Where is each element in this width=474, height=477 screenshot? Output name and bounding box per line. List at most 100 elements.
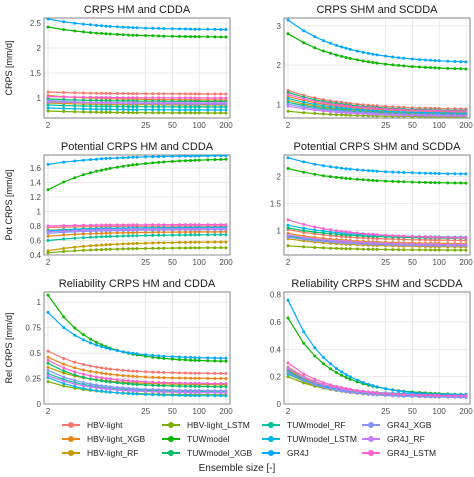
data-point (81, 91, 85, 95)
data-point (355, 378, 359, 382)
data-point (213, 35, 217, 39)
data-point (46, 95, 50, 98)
data-point (126, 247, 130, 251)
data-point (344, 104, 348, 108)
data-point (46, 230, 50, 234)
data-point (321, 174, 325, 178)
data-point (224, 233, 228, 237)
data-point (135, 223, 139, 227)
series-line (287, 91, 466, 112)
data-point (286, 104, 290, 108)
data-point (366, 112, 370, 116)
y-tick-label: 2 (277, 61, 282, 70)
data-point (313, 162, 317, 166)
data-point (224, 35, 228, 39)
legend-label: HBV-light (87, 420, 123, 430)
data-point (81, 158, 85, 162)
data-point (286, 226, 290, 230)
data-point (371, 109, 375, 113)
data-point (344, 107, 348, 110)
data-point (157, 96, 161, 100)
data-point (100, 157, 104, 161)
data-point (170, 230, 174, 234)
data-point (81, 381, 85, 385)
data-point (361, 241, 365, 244)
data-point (108, 243, 112, 246)
data-point (157, 388, 161, 392)
series-GR4J (46, 17, 228, 31)
data-point (193, 154, 197, 158)
data-point (108, 166, 112, 170)
data-point (313, 46, 317, 50)
x-tick-label: 25 (141, 121, 150, 130)
data-point (206, 105, 210, 109)
data-point (162, 381, 166, 385)
data-point (437, 238, 441, 242)
data-point (302, 381, 306, 385)
data-point (162, 108, 166, 112)
data-point (189, 96, 193, 100)
x-tick-label: 2 (46, 258, 51, 267)
data-point (126, 382, 130, 386)
data-point (348, 47, 352, 51)
plot-frame (283, 17, 471, 119)
data-point (135, 383, 139, 386)
data-point (402, 108, 406, 112)
legend-swatch (260, 447, 282, 459)
series-line (287, 232, 466, 245)
series-GR4J (286, 156, 468, 176)
data-point (224, 391, 228, 395)
series-line (47, 101, 226, 104)
data-point (224, 157, 228, 161)
data-point (429, 238, 433, 242)
data-point (355, 58, 359, 62)
data-point (321, 112, 325, 116)
data-point (418, 238, 421, 242)
data-point (62, 20, 66, 24)
data-point (344, 176, 348, 180)
data-point (213, 377, 217, 380)
data-point (94, 104, 98, 108)
data-point (321, 229, 325, 233)
data-point (366, 178, 370, 182)
data-point (94, 370, 98, 374)
legend-label: GR4J (287, 448, 309, 458)
data-point (384, 233, 388, 237)
data-point (224, 246, 228, 250)
data-point (206, 359, 210, 363)
data-point (62, 91, 66, 94)
data-point (321, 109, 325, 113)
data-point (302, 29, 306, 33)
data-point (115, 108, 119, 111)
data-point (100, 371, 104, 375)
series-HBV-light_XGB (46, 355, 228, 380)
data-point (397, 110, 401, 114)
data-point (73, 370, 77, 374)
data-point (334, 113, 338, 117)
data-point (62, 28, 66, 32)
data-point (121, 25, 125, 29)
data-point (73, 232, 77, 236)
data-point (437, 243, 441, 246)
data-point (224, 382, 228, 386)
data-point (197, 381, 201, 385)
data-point (197, 227, 201, 231)
data-point (157, 354, 161, 358)
legend-item: GR4J_RF (360, 432, 425, 446)
data-point (73, 159, 77, 163)
data-point (340, 176, 344, 180)
data-point (94, 340, 98, 344)
series-TUWmodel_RF (46, 103, 228, 109)
data-point (104, 104, 108, 108)
data-point (178, 384, 181, 388)
data-point (73, 385, 77, 389)
x-tick-label: 50 (168, 258, 177, 267)
data-point (193, 223, 197, 227)
panel-title: Reliability CRPS HM and CDDA (59, 278, 216, 290)
data-point (197, 154, 201, 158)
data-point (219, 96, 223, 100)
data-point (348, 57, 352, 60)
data-point (313, 108, 317, 112)
data-point (108, 247, 112, 251)
data-point (89, 31, 92, 35)
